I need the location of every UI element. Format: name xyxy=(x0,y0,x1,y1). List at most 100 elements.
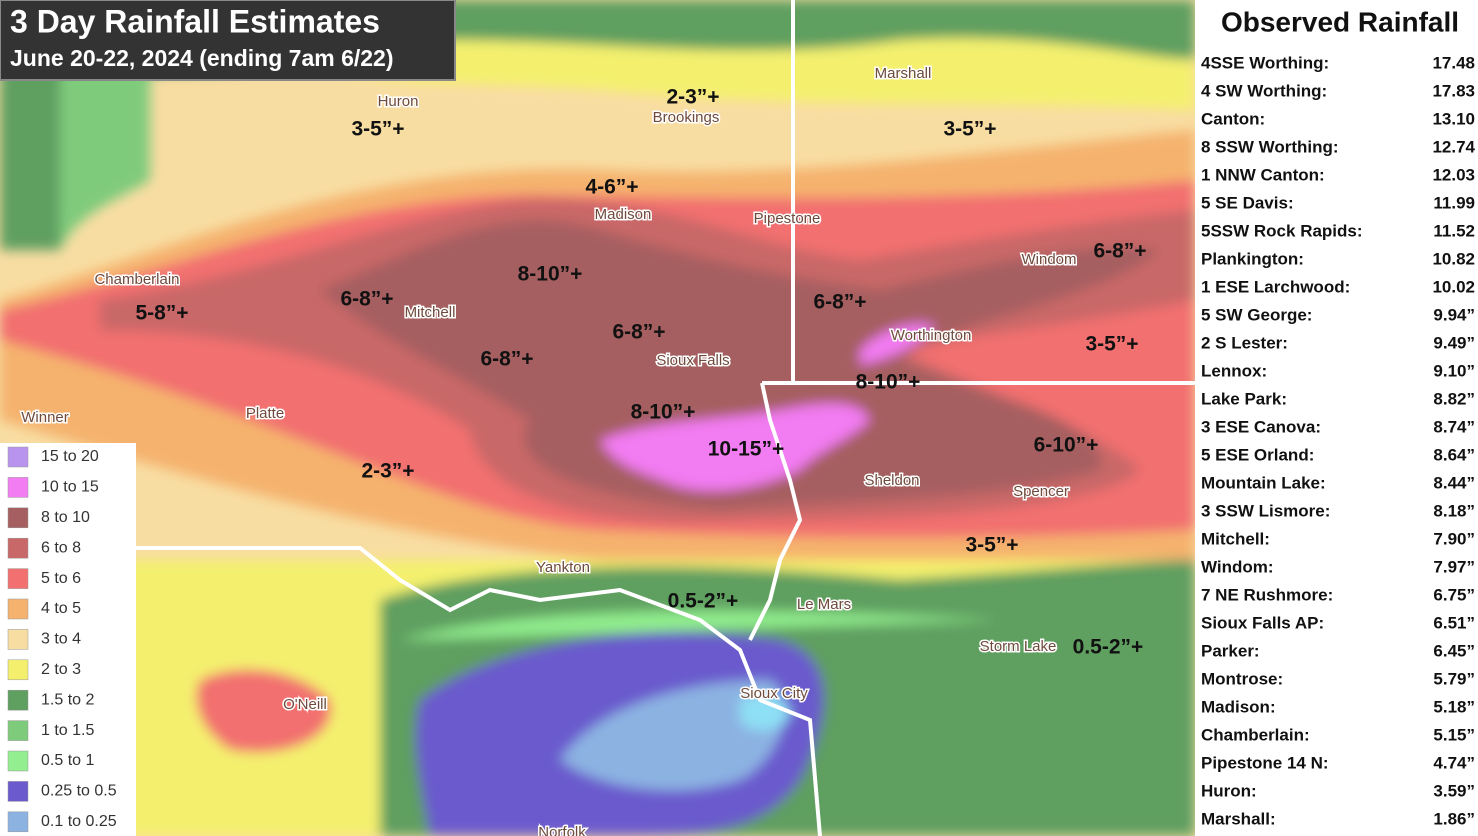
amount-label: 3-5”+ xyxy=(351,118,404,141)
station-name: Lennox: xyxy=(1201,361,1267,380)
station-name: 8 SSW Worthing: xyxy=(1201,137,1339,156)
legend-swatch xyxy=(7,568,29,589)
amount-label: 3-5”+ xyxy=(1085,333,1138,356)
legend-swatch xyxy=(7,446,29,468)
station-value: 8.74” xyxy=(1433,417,1475,436)
amount-label: 6-8”+ xyxy=(480,348,533,371)
station-value: 17.83 xyxy=(1432,81,1475,100)
station-name: 5 ESE Orland: xyxy=(1201,445,1314,464)
station-value: 6.45” xyxy=(1433,641,1475,660)
legend-swatch xyxy=(7,750,29,772)
amount-label: 6-8”+ xyxy=(1093,240,1146,263)
station-value: 1.86” xyxy=(1433,809,1475,828)
legend-swatch xyxy=(7,629,29,650)
legend-label: 0.5 to 1 xyxy=(41,752,94,769)
station-name: 4 SW Worthing: xyxy=(1201,81,1327,100)
station-name: 7 NE Rushmore: xyxy=(1201,585,1333,604)
observed-table: 4SSE Worthing: 17.48 4 SW Worthing: 17.83 Ca… xyxy=(1201,53,1476,828)
legend-label: 15 to 20 xyxy=(41,448,99,465)
station-value: 9.49” xyxy=(1433,333,1475,352)
legend-swatch xyxy=(7,811,29,833)
city-label: Marshall xyxy=(875,65,932,82)
station-name: Pipestone 14 N: xyxy=(1201,753,1329,772)
amount-label: 8-10”+ xyxy=(631,401,696,424)
map: Huron Brookings Marshall Madison Pipesto… xyxy=(0,0,1195,836)
amount-label: 6-8”+ xyxy=(340,288,393,311)
station-value: 6.75” xyxy=(1433,585,1475,604)
legend-label: 0.25 to 0.5 xyxy=(41,783,117,800)
amount-label: 10-15”+ xyxy=(708,438,784,461)
city-label: Spencer xyxy=(1013,483,1069,500)
station-name: Windom: xyxy=(1201,557,1274,576)
city-labels: Huron Brookings Marshall Madison Pipesto… xyxy=(20,63,1078,836)
station-name: Mountain Lake: xyxy=(1201,473,1326,492)
state-borders xyxy=(135,0,1195,836)
station-name: 3 SSW Lismore: xyxy=(1201,501,1330,520)
station-name: 5SSW Rock Rapids: xyxy=(1201,221,1363,240)
station-name: Sioux Falls AP: xyxy=(1201,613,1324,632)
legend-label: 1.5 to 2 xyxy=(41,691,94,708)
station-name: 4SSE Worthing: xyxy=(1201,53,1329,72)
city-label: Chamberlain xyxy=(94,271,179,288)
station-name: Chamberlain: xyxy=(1201,725,1310,744)
city-label: Platte xyxy=(246,405,284,422)
station-name: Mitchell: xyxy=(1201,529,1270,548)
amount-label: 6-8”+ xyxy=(813,291,866,314)
city-label: Norfolk xyxy=(538,824,586,836)
rain-fields xyxy=(0,0,1195,836)
legend-swatch xyxy=(7,659,29,681)
amount-label: 0.5-2”+ xyxy=(668,590,739,613)
legend-swatch xyxy=(7,537,29,559)
legend-label: 8 to 10 xyxy=(41,509,90,526)
station-name: 2 S Lester: xyxy=(1201,333,1288,352)
legend-label: 0.1 to 0.25 xyxy=(41,813,117,830)
station-value: 13.10 xyxy=(1432,109,1475,128)
amount-label: 6-8”+ xyxy=(612,321,665,344)
station-value: 5.79” xyxy=(1433,669,1475,688)
legend: 15 to 20 10 to 15 8 to 10 6 to 8 5 to 6 4 to … xyxy=(7,446,117,833)
station-value: 11.99 xyxy=(1433,193,1475,212)
amount-label: 5-8”+ xyxy=(135,302,188,325)
city-label: Pipestone xyxy=(754,210,821,227)
legend-swatch xyxy=(7,689,29,711)
title: 3 Day Rainfall Estimates xyxy=(10,3,380,39)
station-value: 12.03 xyxy=(1432,165,1475,184)
amount-label: 6-10”+ xyxy=(1034,434,1099,457)
station-name: Plankington: xyxy=(1201,249,1304,268)
station-name: Marshall: xyxy=(1201,809,1276,828)
city-label: Huron xyxy=(378,93,419,110)
amount-label: 4-6”+ xyxy=(585,176,638,199)
station-value: 8.82” xyxy=(1433,389,1475,408)
station-value: 6.51” xyxy=(1433,613,1475,632)
station-value: 5.18” xyxy=(1433,697,1475,716)
station-value: 8.18” xyxy=(1433,501,1475,520)
station-value: 9.94” xyxy=(1433,305,1475,324)
station-name: 1 NNW Canton: xyxy=(1201,165,1325,184)
amount-labels: 2-3”+ 3-5”+ 3-5”+ 4-6”+ 6-8”+ 8-10”+ 6-8… xyxy=(135,86,1146,659)
station-value: 8.44” xyxy=(1433,473,1475,492)
legend-label: 10 to 15 xyxy=(41,479,99,496)
legend-label: 4 to 5 xyxy=(41,600,81,617)
city-label: Sioux City xyxy=(740,685,808,702)
station-value: 7.97” xyxy=(1433,557,1475,576)
city-label: Storm Lake xyxy=(980,638,1057,655)
station-value: 10.82 xyxy=(1432,249,1475,268)
station-value: 4.74” xyxy=(1433,753,1475,772)
legend-swatch xyxy=(7,781,29,802)
amount-label: 3-5”+ xyxy=(965,534,1018,557)
city-label: Madison xyxy=(595,206,652,223)
city-label: Windom xyxy=(1021,251,1076,268)
city-label: Mitchell xyxy=(405,304,456,321)
station-name: 1 ESE Larchwood: xyxy=(1201,277,1350,296)
station-name: 3 ESE Canova: xyxy=(1201,417,1321,436)
legend-swatch xyxy=(7,477,29,498)
station-name: Montrose: xyxy=(1201,669,1283,688)
station-value: 10.02 xyxy=(1432,277,1475,296)
title-background xyxy=(0,0,456,81)
station-name: Canton: xyxy=(1201,109,1265,128)
amount-label: 2-3”+ xyxy=(666,86,719,109)
city-label: Brookings xyxy=(653,109,720,126)
city-label: Worthington xyxy=(891,327,972,344)
title-box: 3 Day Rainfall Estimates June 20-22, 202… xyxy=(0,0,456,81)
station-value: 8.64” xyxy=(1433,445,1475,464)
